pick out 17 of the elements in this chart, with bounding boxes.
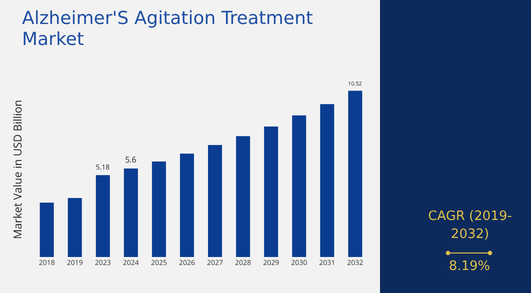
bar bbox=[208, 144, 222, 257]
bar bbox=[236, 136, 250, 257]
bar bbox=[292, 115, 306, 257]
data-label: 5.6 bbox=[125, 154, 137, 166]
bar bbox=[40, 202, 54, 257]
y-axis-title: Market Value in USD Billion bbox=[10, 100, 26, 240]
bar bbox=[264, 126, 278, 257]
bar bbox=[68, 198, 82, 257]
bar bbox=[124, 168, 138, 257]
bar bbox=[152, 162, 166, 257]
bar bbox=[320, 104, 334, 257]
bar bbox=[180, 154, 194, 257]
text: CAGR (2019-2032) bbox=[427, 208, 513, 244]
bar bbox=[96, 175, 110, 257]
bar bbox=[348, 90, 362, 257]
text: 8.19% bbox=[448, 259, 492, 274]
chart-title: Alzheimer'S Agitation Treatment Market bbox=[22, 8, 314, 50]
